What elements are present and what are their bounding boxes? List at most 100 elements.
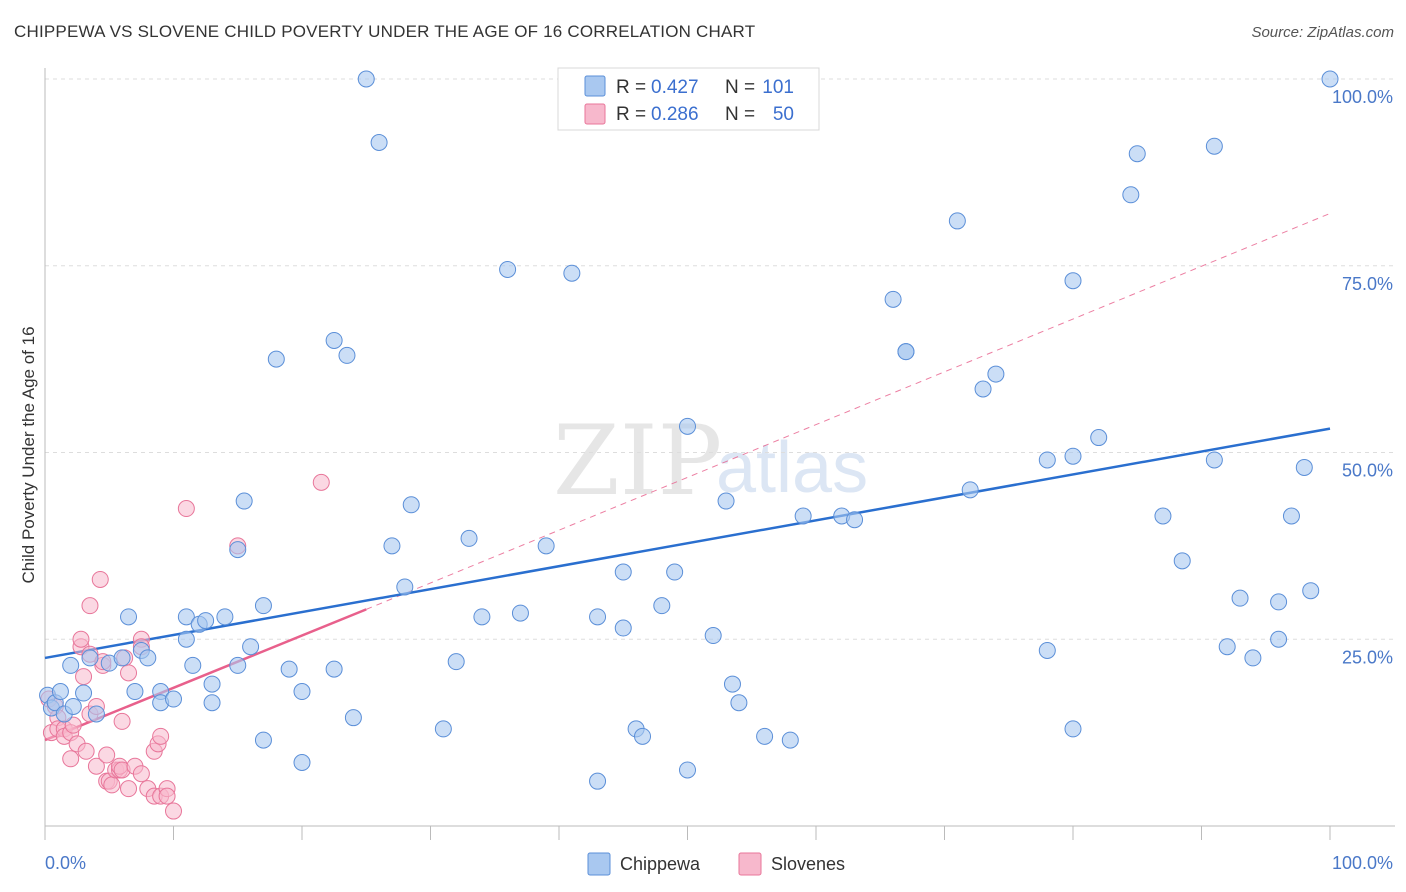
- data-point-chippewa: [948, 212, 966, 230]
- data-point-chippewa: [499, 260, 517, 278]
- data-point-chippewa: [589, 608, 607, 626]
- x-ticks: [44, 826, 1331, 840]
- data-point-chippewa: [229, 541, 247, 559]
- data-point-chippewa: [126, 683, 144, 701]
- series-chippewa: [39, 70, 1339, 790]
- data-point-chippewa: [293, 754, 311, 772]
- data-point-chippewa: [634, 727, 652, 745]
- data-point-chippewa: [1122, 186, 1140, 204]
- data-point-chippewa: [254, 731, 272, 749]
- legend-swatch-chippewa: [584, 75, 606, 97]
- data-point-chippewa: [344, 709, 362, 727]
- data-point-slovenes: [113, 712, 131, 730]
- data-point-chippewa: [177, 608, 195, 626]
- x-tick-label-max: 100.0%: [1332, 853, 1393, 873]
- data-point-chippewa: [589, 772, 607, 790]
- bottom-legend-swatch-chippewa: [587, 852, 611, 876]
- data-point-chippewa: [1270, 593, 1288, 611]
- data-point-slovenes: [103, 776, 121, 794]
- data-point-chippewa: [51, 683, 69, 701]
- data-point-slovenes: [72, 630, 90, 648]
- legend-n-label-slovenes: N =: [725, 104, 755, 125]
- data-point-chippewa: [267, 350, 285, 368]
- data-point-chippewa: [460, 529, 478, 547]
- data-point-chippewa: [254, 597, 272, 615]
- data-point-chippewa: [184, 656, 202, 674]
- data-point-chippewa: [203, 694, 221, 712]
- data-point-chippewa: [1282, 507, 1300, 525]
- chart-title: CHIPPEWA VS SLOVENE CHILD POVERTY UNDER …: [14, 22, 756, 41]
- data-point-chippewa: [235, 492, 253, 510]
- data-point-chippewa: [64, 697, 82, 715]
- data-point-chippewa: [1321, 70, 1339, 88]
- data-point-chippewa: [1270, 630, 1288, 648]
- data-point-chippewa: [338, 346, 356, 364]
- data-point-chippewa: [197, 612, 215, 630]
- data-point-slovenes: [312, 473, 330, 491]
- data-point-slovenes: [152, 727, 170, 745]
- data-point-chippewa: [730, 694, 748, 712]
- data-point-chippewa: [383, 537, 401, 555]
- data-point-chippewa: [447, 653, 465, 671]
- data-point-slovenes: [77, 742, 95, 760]
- data-point-chippewa: [1218, 638, 1236, 656]
- data-point-chippewa: [216, 608, 234, 626]
- legend-swatch-slovenes: [584, 103, 606, 125]
- legend-n-value-slovenes: 50: [773, 104, 794, 125]
- data-point-slovenes: [81, 597, 99, 615]
- data-point-chippewa: [87, 705, 105, 723]
- data-point-chippewa: [1302, 582, 1320, 600]
- data-point-chippewa: [203, 675, 221, 693]
- data-point-chippewa: [473, 608, 491, 626]
- trend-line-chippewa: [44, 427, 1331, 660]
- data-point-chippewa: [120, 608, 138, 626]
- legend-r-label-chippewa: R =: [616, 77, 646, 98]
- data-point-chippewa: [62, 656, 80, 674]
- gridlines: [45, 78, 1395, 640]
- trend-line-slovenes-extrapolated: [366, 212, 1331, 610]
- data-point-chippewa: [511, 604, 529, 622]
- data-point-slovenes: [165, 802, 182, 820]
- data-point-chippewa: [1231, 589, 1249, 607]
- data-point-chippewa: [177, 630, 195, 648]
- data-point-chippewa: [81, 649, 99, 667]
- data-point-chippewa: [679, 761, 696, 779]
- data-point-chippewa: [139, 649, 157, 667]
- y-axis-label: Child Poverty Under the Age of 16: [19, 326, 38, 583]
- y-tick-labels: 25.0% 50.0% 75.0% 100.0%: [1332, 87, 1393, 667]
- data-point-chippewa: [1154, 507, 1172, 525]
- y-tick-label-75: 75.0%: [1342, 274, 1393, 294]
- data-point-chippewa: [666, 563, 684, 581]
- data-point-chippewa: [563, 264, 581, 282]
- bottom-legend-label-slovenes: Slovenes: [771, 854, 845, 874]
- legend-r-value-chippewa: 0.427: [651, 77, 699, 98]
- watermark-atlas: atlas: [716, 428, 868, 508]
- watermark-zip: ZIP: [553, 405, 722, 517]
- legend-n-label-chippewa: N =: [725, 77, 755, 98]
- data-point-chippewa: [653, 597, 671, 615]
- y-tick-label-50: 50.0%: [1342, 461, 1393, 481]
- data-point-chippewa: [794, 507, 812, 525]
- data-point-slovenes: [64, 716, 82, 734]
- data-point-chippewa: [165, 690, 182, 708]
- legend-n-value-chippewa: 101: [762, 77, 794, 98]
- data-point-chippewa: [280, 660, 298, 678]
- data-point-chippewa: [756, 727, 774, 745]
- data-point-chippewa: [396, 578, 414, 596]
- data-point-chippewa: [614, 563, 632, 581]
- data-point-chippewa: [370, 133, 388, 151]
- data-point-chippewa: [229, 656, 247, 674]
- data-point-slovenes: [158, 787, 176, 805]
- data-point-chippewa: [781, 731, 799, 749]
- data-point-chippewa: [1128, 145, 1146, 163]
- data-point-chippewa: [357, 70, 375, 88]
- data-point-slovenes: [132, 765, 150, 783]
- data-point-chippewa: [293, 683, 311, 701]
- data-point-chippewa: [704, 627, 722, 645]
- data-point-chippewa: [1064, 272, 1082, 290]
- data-point-chippewa: [1090, 429, 1108, 447]
- data-point-chippewa: [1064, 720, 1082, 738]
- data-point-chippewa: [537, 537, 555, 555]
- data-point-slovenes: [62, 750, 80, 768]
